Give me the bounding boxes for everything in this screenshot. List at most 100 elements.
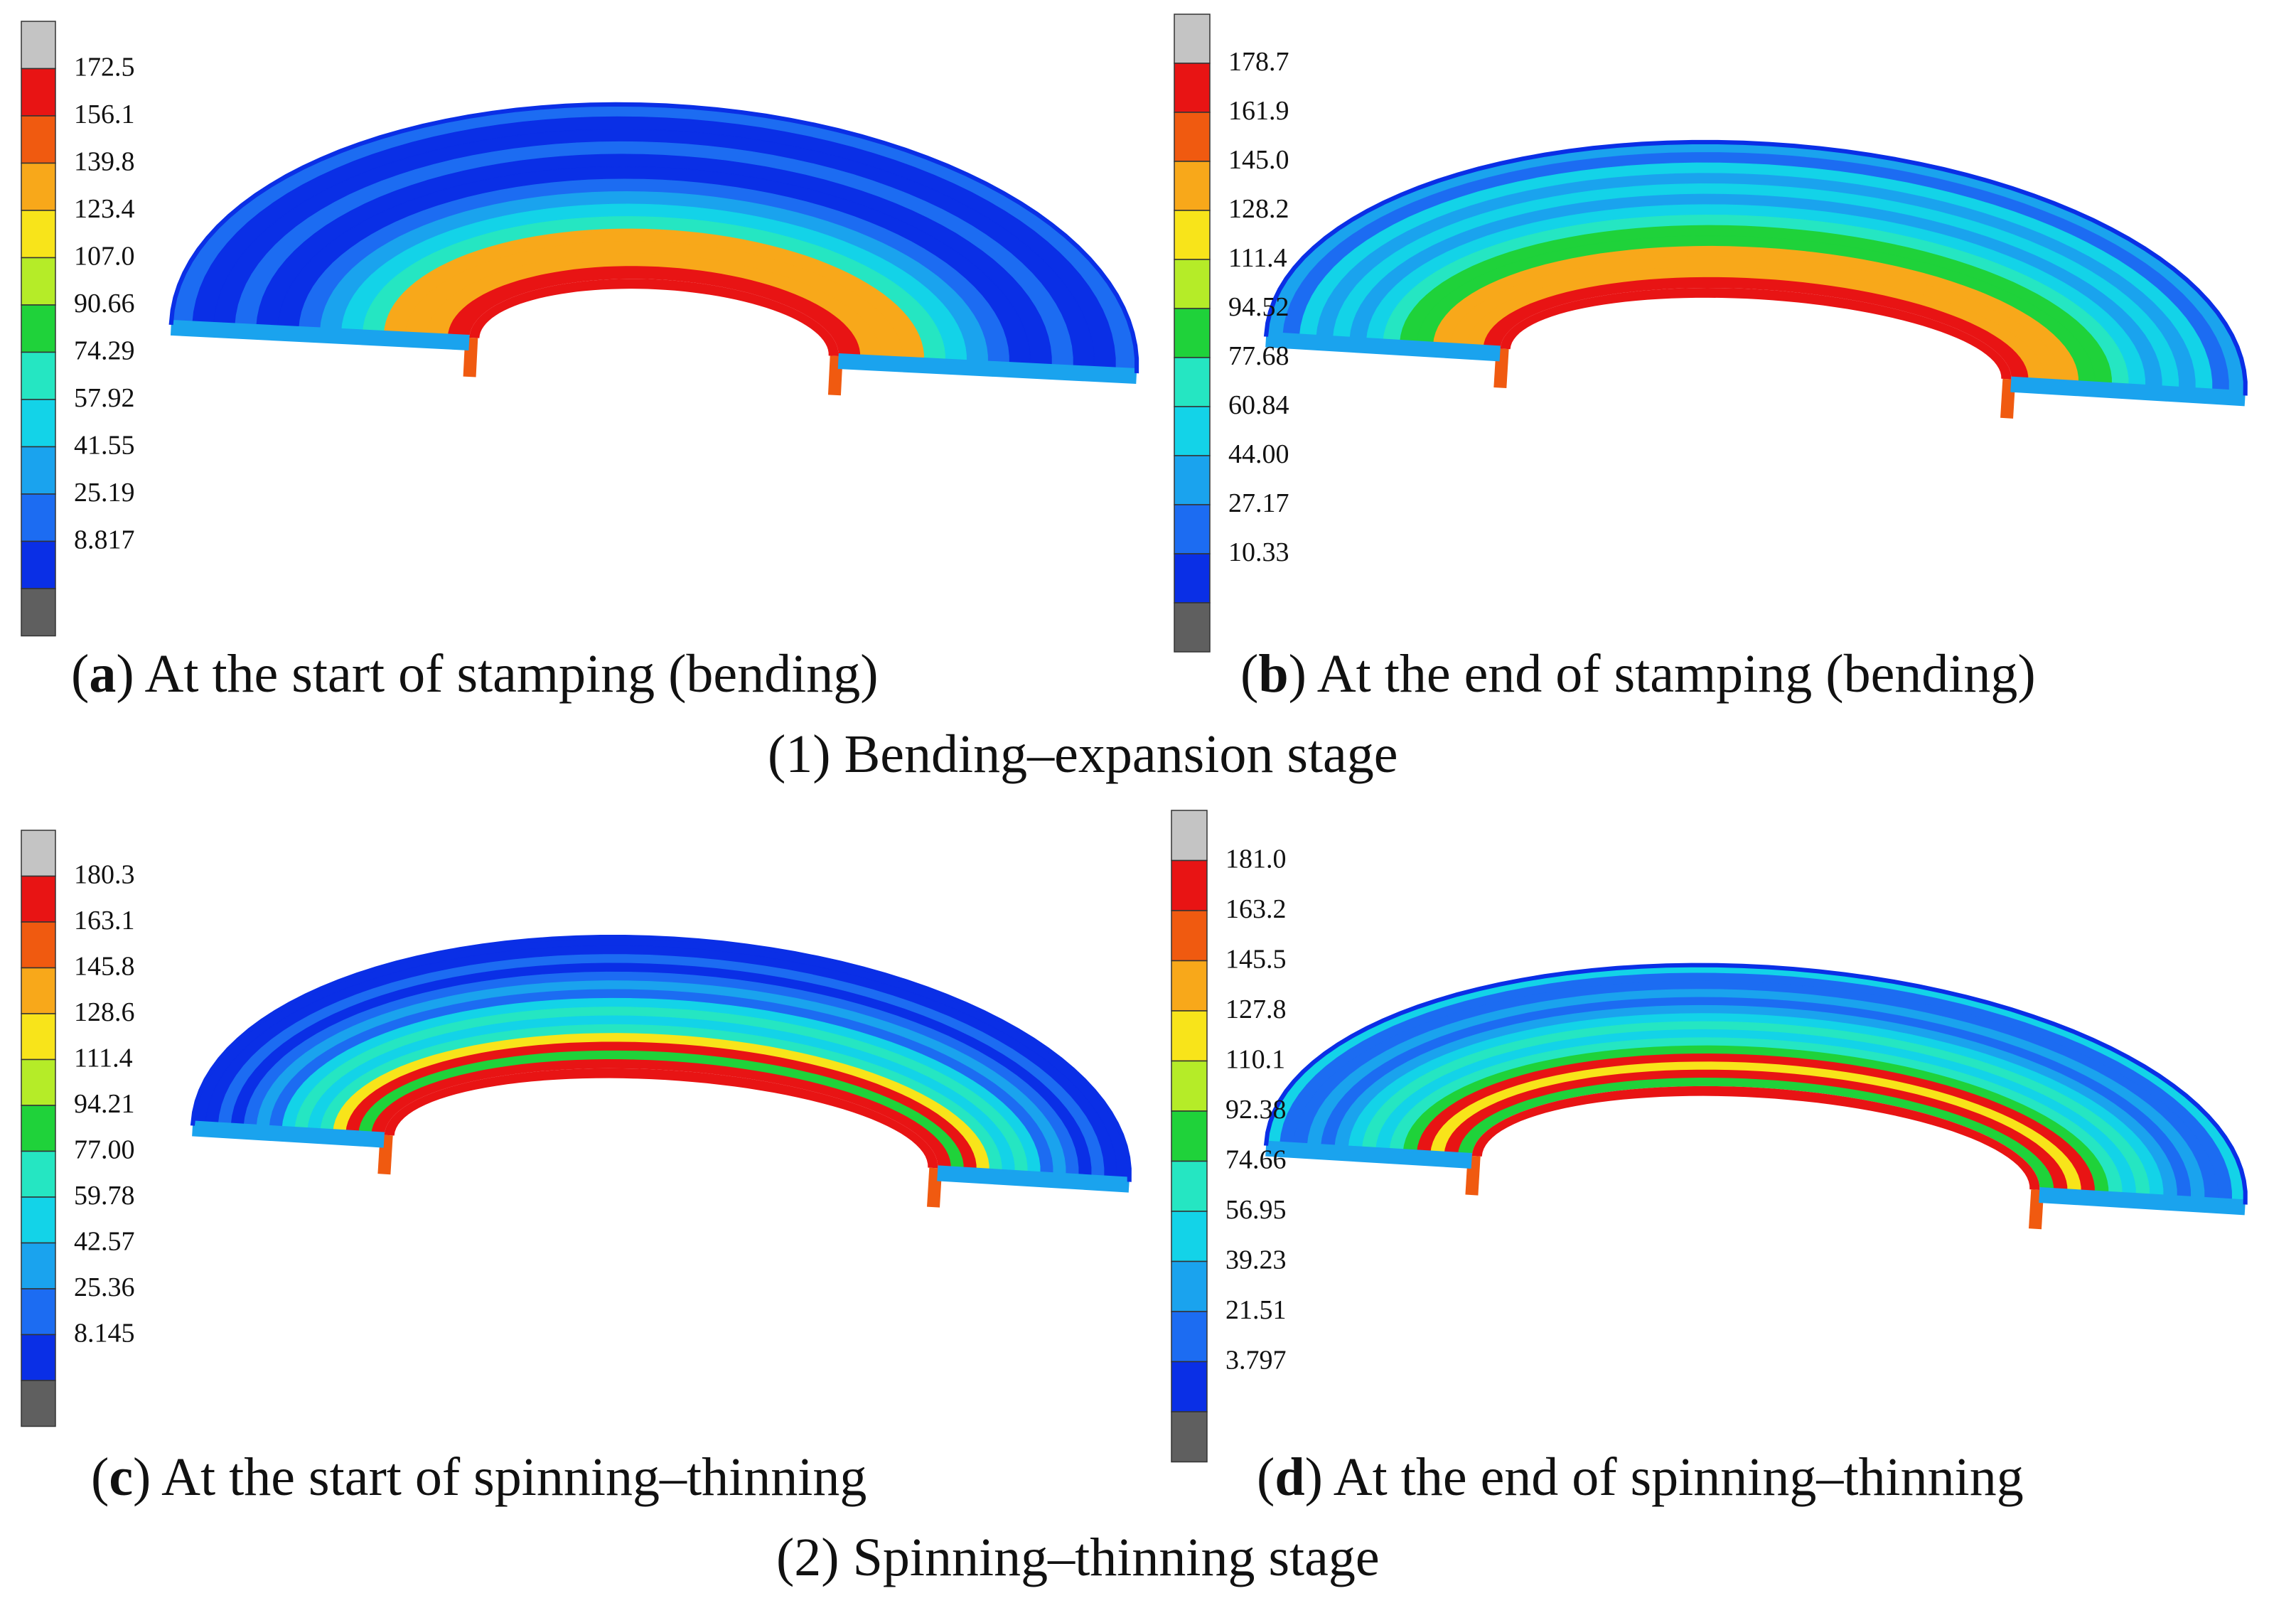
caption-b: (b) At the end of stamping (bending) — [1240, 644, 2036, 704]
legend-a-tick-label: 25.19 — [74, 478, 135, 508]
legend-c-swatch — [21, 1334, 56, 1381]
legend-b-tick-label: 27.17 — [1228, 488, 1289, 518]
legend-a-tick-label: 90.66 — [74, 289, 135, 318]
legend-d-tick-label: 127.8 — [1225, 994, 1287, 1024]
caption-d-text: At the end of spinning–thinning — [1333, 1447, 2024, 1507]
legend-c-tick-label: 128.6 — [74, 997, 135, 1027]
panel-c-plot: 180.3 163.1 145.8 128.6 111.4 94.21 77.00 59.78… — [21, 830, 1132, 1427]
legend-d-tick-label: 92.38 — [1225, 1095, 1287, 1125]
legend-c-tick-label: 163.1 — [74, 906, 135, 935]
legend-b-swatch — [1174, 63, 1211, 113]
legend-a-swatch — [21, 162, 56, 211]
legend-b-swatch — [1174, 602, 1211, 653]
shell-outer-edge — [190, 934, 1132, 1182]
legend-d-swatch — [1171, 1010, 1208, 1062]
caption-d: (d) At the end of spinning–thinning — [1257, 1447, 2024, 1507]
legend-a-tick-label: 139.8 — [74, 147, 135, 177]
flange-right — [2039, 1187, 2246, 1216]
legend-d-swatch — [1171, 1160, 1208, 1212]
legend-d: 181.0 163.2 145.5 127.8 110.1 92.38 74.66 56.95… — [1171, 810, 1287, 1463]
legend-c-tick-label: 25.36 — [74, 1272, 135, 1302]
legend-c-swatch — [21, 1288, 56, 1336]
panel-a-plot: 172.5 156.1 139.8 123.4 107.0 90.66 74.29 57.92… — [21, 21, 1139, 637]
caption-b-text: At the end of stamping (bending) — [1316, 644, 2036, 704]
legend-b-swatch — [1174, 357, 1211, 407]
caption-c-text: At the start of spinning–thinning — [161, 1447, 867, 1507]
legend-d-swatch — [1171, 1110, 1208, 1162]
contour-shell-c — [190, 934, 1132, 1208]
legend-a-tick-label: 107.0 — [74, 242, 135, 272]
legend-c-swatch — [21, 1242, 56, 1290]
legend-c-swatch — [21, 875, 56, 923]
legend-c-tick-label: 42.57 — [74, 1227, 135, 1257]
legend-c-swatch — [21, 1196, 56, 1244]
legend-c-tick-label: 111.4 — [74, 1044, 133, 1073]
legend-c-tick-label: 145.8 — [74, 952, 135, 982]
legend-c-swatch — [21, 1150, 56, 1198]
legend-a-swatch — [21, 399, 56, 448]
legend-b-tick-label: 77.68 — [1228, 341, 1289, 371]
stage-2-title: (2) Spinning–thinning stage — [776, 1528, 1380, 1587]
legend-c-swatch — [21, 1013, 56, 1061]
legend-d-swatch — [1171, 1211, 1208, 1262]
legend-a-swatch — [21, 68, 56, 117]
legend-d-tick-label: 145.5 — [1225, 945, 1287, 975]
legend-d-tick-label: 181.0 — [1225, 845, 1287, 874]
legend-b-tick-label: 111.4 — [1228, 243, 1287, 273]
legend-b-tick-label: 44.00 — [1228, 439, 1289, 469]
hole-rim — [1500, 287, 2012, 380]
legend-b-tick-label: 178.7 — [1228, 47, 1289, 77]
legend-a-swatch — [21, 115, 56, 164]
legend-d-tick-label: 3.797 — [1225, 1346, 1287, 1376]
legend-b-swatch — [1174, 504, 1211, 554]
flange-left — [1265, 331, 1501, 362]
legend-c-tick-label: 77.00 — [74, 1135, 135, 1165]
legend-d-swatch — [1171, 810, 1208, 862]
flange-right — [2010, 376, 2246, 407]
legend-c-swatch — [21, 967, 56, 1014]
legend-c-tick-label: 59.78 — [74, 1181, 135, 1211]
flange-left — [170, 319, 470, 350]
legend-c-swatch — [21, 1380, 56, 1427]
legend-c-swatch — [21, 921, 56, 969]
legend-a-tick-label: 123.4 — [74, 194, 135, 224]
shell-outer-edge — [1263, 963, 2248, 1205]
legend-d-swatch — [1171, 1411, 1208, 1463]
caption-b-letter: b — [1258, 644, 1289, 704]
legend-b-swatch — [1174, 161, 1211, 211]
legend-d-tick-label: 21.51 — [1225, 1295, 1287, 1325]
legend-d-tick-label: 110.1 — [1225, 1045, 1285, 1075]
legend-a-tick-label: 8.817 — [74, 525, 135, 555]
caption-a: (a) At the start of stamping (bending) — [71, 644, 879, 704]
legend-b-swatch — [1174, 455, 1211, 505]
legend-a-tick-label: 41.55 — [74, 431, 135, 461]
legend-a-swatch — [21, 351, 56, 400]
legend-a-tick-label: 172.5 — [74, 53, 135, 82]
legend-a-swatch — [21, 257, 56, 306]
contour-shell-d — [1263, 963, 2248, 1230]
legend-d-tick-label: 74.66 — [1225, 1145, 1287, 1175]
caption-c-letter: c — [109, 1447, 134, 1507]
legend-c-tick-label: 94.21 — [74, 1089, 135, 1119]
legend-a-tick-label: 74.29 — [74, 336, 135, 366]
legend-c-tick-label: 8.145 — [74, 1319, 135, 1349]
flange-left — [192, 1120, 385, 1148]
legend-a-swatch — [21, 21, 56, 70]
legend-b-tick-label: 60.84 — [1228, 390, 1289, 420]
legend-b-swatch — [1174, 308, 1211, 358]
legend-c-tick-label: 180.3 — [74, 860, 135, 890]
legend-d-swatch — [1171, 859, 1208, 911]
panel-b-plot: 178.7 161.9 145.0 128.2 111.4 94.52 77.68 60.84… — [1174, 14, 2248, 653]
legend-a-swatch — [21, 210, 56, 259]
hole-rim — [384, 1068, 938, 1169]
legend-d-tick-label: 163.2 — [1225, 894, 1287, 924]
legend-b-swatch — [1174, 259, 1211, 309]
legend-b-swatch — [1174, 210, 1211, 260]
contour-shell-a — [168, 102, 1139, 396]
stage-1-title: (1) Bending–expansion stage — [768, 724, 1398, 784]
caption-a-text: At the start of stamping (bending) — [144, 644, 879, 704]
legend-d-tick-label: 56.95 — [1225, 1195, 1287, 1225]
shell-outer-edge — [168, 102, 1139, 374]
hole-rim — [469, 279, 839, 357]
caption-d-letter: d — [1275, 1447, 1305, 1507]
